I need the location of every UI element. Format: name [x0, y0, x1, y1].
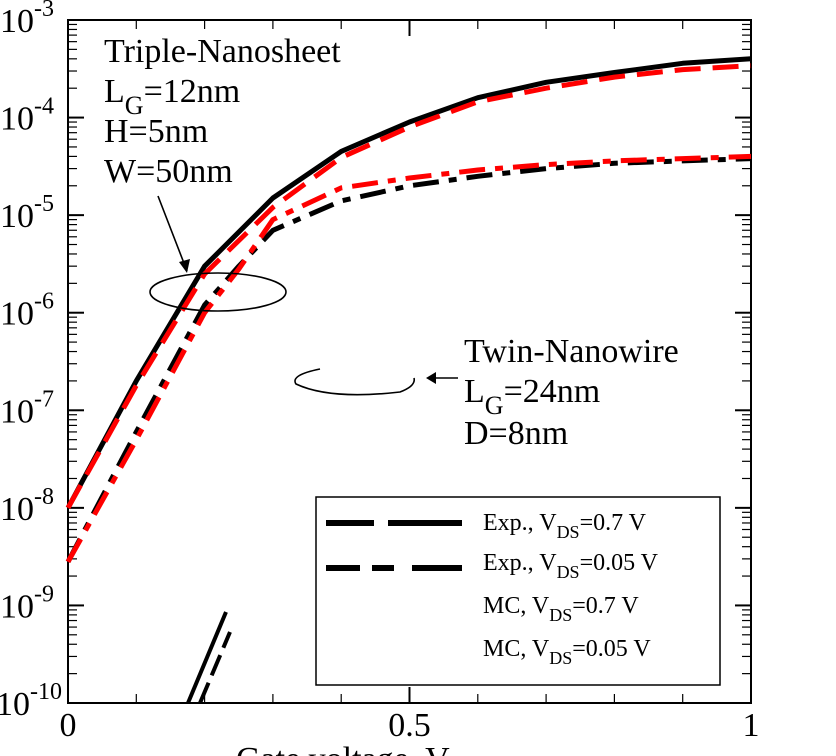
twin-lg: LG=24nm	[464, 373, 600, 420]
legend-label-2: Exp., VDS=0.05 V	[483, 550, 659, 582]
y-tick-label: 10-8	[0, 484, 54, 528]
y-tick-label: 10-3	[0, 0, 54, 40]
x-tick-label: 0.5	[388, 707, 431, 744]
y-tick-label: 10-6	[0, 289, 54, 333]
y-tick-label: 10-4	[0, 94, 54, 138]
fragment-line-2	[198, 631, 232, 704]
x-tick-label: 1	[743, 707, 760, 744]
twin-arrowhead	[426, 372, 436, 384]
triple-arrowhead	[179, 259, 190, 273]
triple-title: Triple-Nanosheet	[104, 33, 341, 70]
triple-lg: LG=12nm	[104, 73, 240, 120]
legend-box	[315, 496, 721, 686]
legend-label-4: MC, VDS=0.05 V	[483, 636, 651, 668]
twin-d: D=8nm	[464, 415, 568, 452]
series-line-2	[65, 63, 752, 510]
legend-label-1: Exp., VDS=0.7 V	[483, 510, 647, 542]
series-line-4	[65, 153, 752, 564]
twin-ellipse	[294, 368, 416, 396]
twin-title: Twin-Nanowire	[464, 333, 679, 370]
series-lines	[65, 56, 752, 564]
y-tick-label: 10-10	[0, 679, 62, 723]
series-line-3	[65, 156, 752, 563]
legend: Exp., VDS=0.7 V Exp., VDS=0.05 V MC, VDS…	[315, 496, 721, 686]
y-axis-ticks: 10-10 10-9 10-8 10-7 10-6 10-5 10-4 10-3	[0, 0, 751, 723]
x-axis-ticks: 0 0.5 1	[60, 20, 760, 744]
triple-h: H=5nm	[104, 113, 208, 150]
y-tick-label: 10-7	[0, 386, 54, 430]
y-tick-label: 10-5	[0, 191, 54, 235]
x-axis-label: Gate voltage, V	[236, 741, 450, 756]
x-tick-label: 0	[60, 707, 77, 744]
triple-w: W=50nm	[104, 153, 233, 190]
series-line-1	[65, 56, 752, 510]
triple-ellipse	[149, 272, 287, 312]
fragment-line-1	[186, 611, 228, 704]
legend-label-3: MC, VDS=0.7 V	[483, 593, 639, 625]
y-tick-label: 10-9	[0, 581, 54, 625]
triple-arrow	[157, 195, 188, 272]
